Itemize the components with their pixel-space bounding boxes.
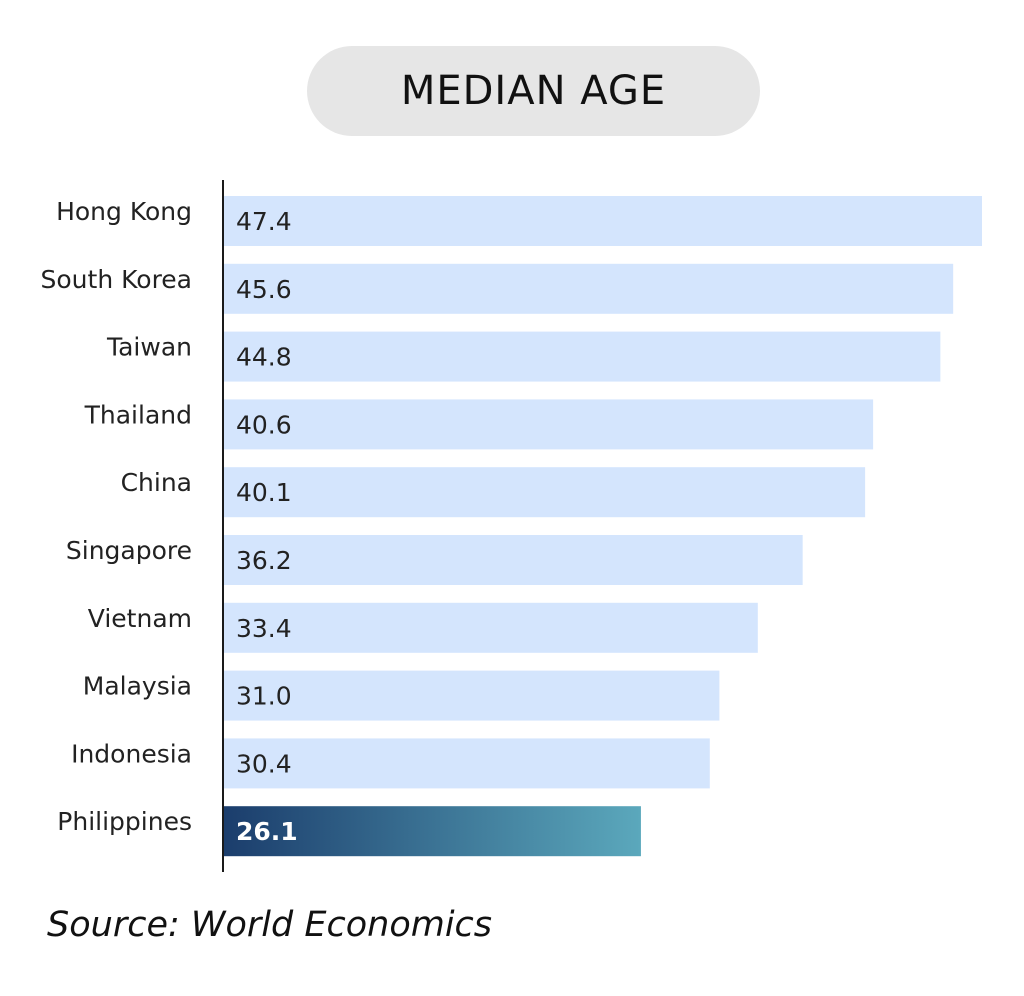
chart-title: MEDIAN AGE — [400, 68, 667, 114]
bar-indonesia — [223, 738, 710, 789]
value-label-south-korea: 45.6 — [236, 275, 292, 304]
value-label-philippines: 26.1 — [236, 817, 298, 846]
bar-south-korea — [223, 263, 954, 314]
category-label-philippines: Philippines — [57, 807, 192, 836]
value-label-singapore: 36.2 — [236, 546, 292, 575]
bar-china — [223, 467, 866, 518]
category-label-indonesia: Indonesia — [71, 739, 192, 768]
value-label-taiwan: 44.8 — [236, 343, 292, 372]
category-label-malaysia: Malaysia — [83, 672, 192, 701]
category-label-singapore: Singapore — [66, 536, 192, 565]
value-label-thailand: 40.6 — [236, 410, 292, 439]
category-label-china: China — [121, 468, 192, 497]
bar-singapore — [223, 535, 803, 585]
value-label-malaysia: 31.0 — [236, 682, 292, 711]
bar-philippines — [223, 806, 641, 857]
bar-malaysia — [223, 670, 720, 721]
bar-vietnam — [223, 602, 758, 653]
bars-group: Hong Kong 47.4 South Korea 45.6 Taiwan 44.8 Th… — [41, 196, 982, 857]
category-label-taiwan: Taiwan — [106, 333, 192, 362]
category-label-vietnam: Vietnam — [88, 604, 192, 633]
category-label-south-korea: South Korea — [41, 265, 192, 294]
bar-thailand — [223, 399, 874, 450]
bar-taiwan — [223, 331, 941, 382]
chart-title-pill: MEDIAN AGE — [307, 46, 760, 136]
category-label-hong-kong: Hong Kong — [56, 197, 192, 226]
bar-hong-kong — [223, 196, 982, 246]
source-note: Source: World Economics — [47, 905, 493, 945]
value-label-indonesia: 30.4 — [236, 749, 292, 778]
category-label-thailand: Thailand — [84, 400, 192, 429]
value-label-hong-kong: 47.4 — [236, 207, 292, 236]
value-label-vietnam: 33.4 — [236, 614, 292, 643]
value-label-china: 40.1 — [236, 478, 292, 507]
